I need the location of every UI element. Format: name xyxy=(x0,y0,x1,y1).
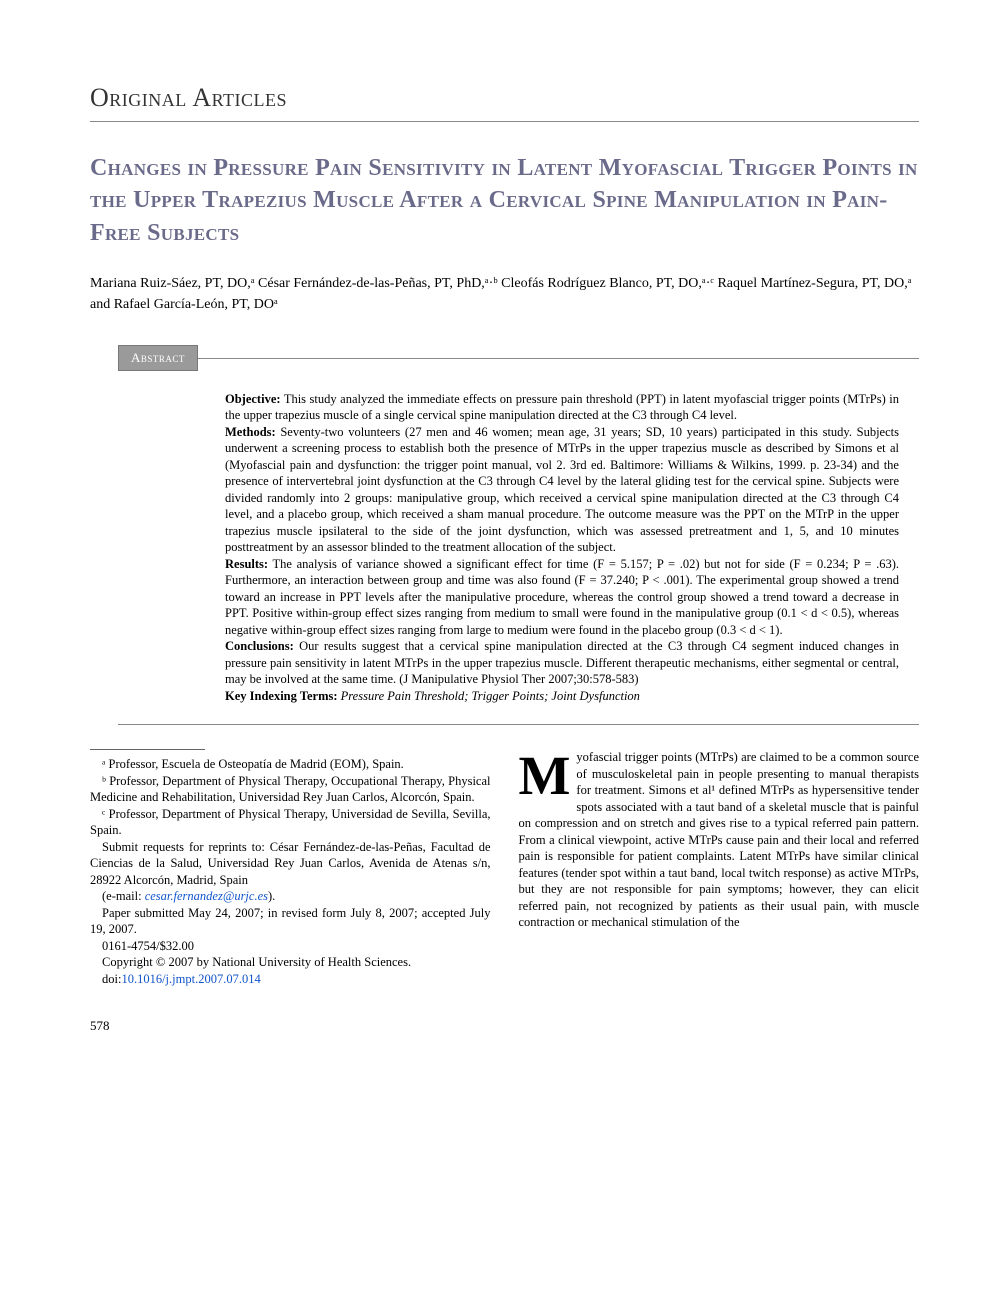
affil-c: ᶜ Professor, Department of Physical Ther… xyxy=(90,806,491,839)
abstract-objective-label: Objective: xyxy=(225,392,281,406)
abstract-conclusions: Conclusions: Our results suggest that a … xyxy=(225,638,899,688)
footnotes: ᵃ Professor, Escuela de Osteopatía de Ma… xyxy=(90,756,491,987)
doi-link[interactable]: 10.1016/j.jmpt.2007.07.014 xyxy=(121,972,260,986)
section-rule xyxy=(90,121,919,122)
dropcap: M xyxy=(519,749,577,800)
right-column: Myofascial trigger points (MTrPs) are cl… xyxy=(519,749,920,987)
abstract-results-label: Results: xyxy=(225,557,268,571)
email-prefix: (e-mail: xyxy=(102,889,145,903)
author-line: Mariana Ruiz-Sáez, PT, DO,ᵃ César Fernán… xyxy=(90,273,919,315)
email-suffix: ). xyxy=(268,889,275,903)
copyright-line: Copyright © 2007 by National University … xyxy=(90,954,491,971)
abstract-bottom-rule xyxy=(118,724,919,725)
abstract-key-label: Key Indexing Terms: xyxy=(225,689,338,703)
abstract-conclusions-text: Our results suggest that a cervical spin… xyxy=(225,639,899,686)
doi-prefix: doi: xyxy=(102,972,121,986)
abstract-header-row: Abstract xyxy=(118,345,919,371)
left-column: ᵃ Professor, Escuela de Osteopatía de Ma… xyxy=(90,749,491,987)
abstract-conclusions-label: Conclusions: xyxy=(225,639,294,653)
abstract-methods: Methods: Seventy-two volunteers (27 men … xyxy=(225,424,899,556)
footnote-rule xyxy=(90,749,205,750)
body-text-1: yofascial trigger points (MTrPs) are cla… xyxy=(519,750,920,929)
abstract-tab: Abstract xyxy=(118,345,198,371)
abstract-key-terms: Pressure Pain Threshold; Trigger Points;… xyxy=(338,689,640,703)
email-line: (e-mail: cesar.fernandez@urjc.es). xyxy=(90,888,491,905)
abstract-body: Objective: This study analyzed the immed… xyxy=(225,391,899,705)
abstract-results: Results: The analysis of variance showed… xyxy=(225,556,899,639)
email-link[interactable]: cesar.fernandez@urjc.es xyxy=(145,889,268,903)
affil-a: ᵃ Professor, Escuela de Osteopatía de Ma… xyxy=(90,756,491,773)
reprint-address: Submit requests for reprints to: César F… xyxy=(90,839,491,889)
abstract-objective: Objective: This study analyzed the immed… xyxy=(225,391,899,424)
affil-b: ᵇ Professor, Department of Physical Ther… xyxy=(90,773,491,806)
section-label: Original Articles xyxy=(90,80,919,115)
abstract-keywords: Key Indexing Terms: Pressure Pain Thresh… xyxy=(225,688,899,705)
abstract-methods-text: Seventy-two volunteers (27 men and 46 wo… xyxy=(225,425,899,555)
abstract-methods-label: Methods: xyxy=(225,425,276,439)
article-title: Changes in Pressure Pain Sensitivity in … xyxy=(90,152,919,249)
abstract-results-text: The analysis of variance showed a signif… xyxy=(225,557,899,637)
paper-dates: Paper submitted May 24, 2007; in revised… xyxy=(90,905,491,938)
body-paragraph-1: Myofascial trigger points (MTrPs) are cl… xyxy=(519,749,920,931)
abstract-rule xyxy=(198,358,919,359)
abstract-objective-text: This study analyzed the immediate effect… xyxy=(225,392,899,423)
two-column-region: ᵃ Professor, Escuela de Osteopatía de Ma… xyxy=(90,749,919,987)
page-number: 578 xyxy=(90,1017,919,1035)
issn-line: 0161-4754/$32.00 xyxy=(90,938,491,955)
doi-line: doi:10.1016/j.jmpt.2007.07.014 xyxy=(90,971,491,988)
